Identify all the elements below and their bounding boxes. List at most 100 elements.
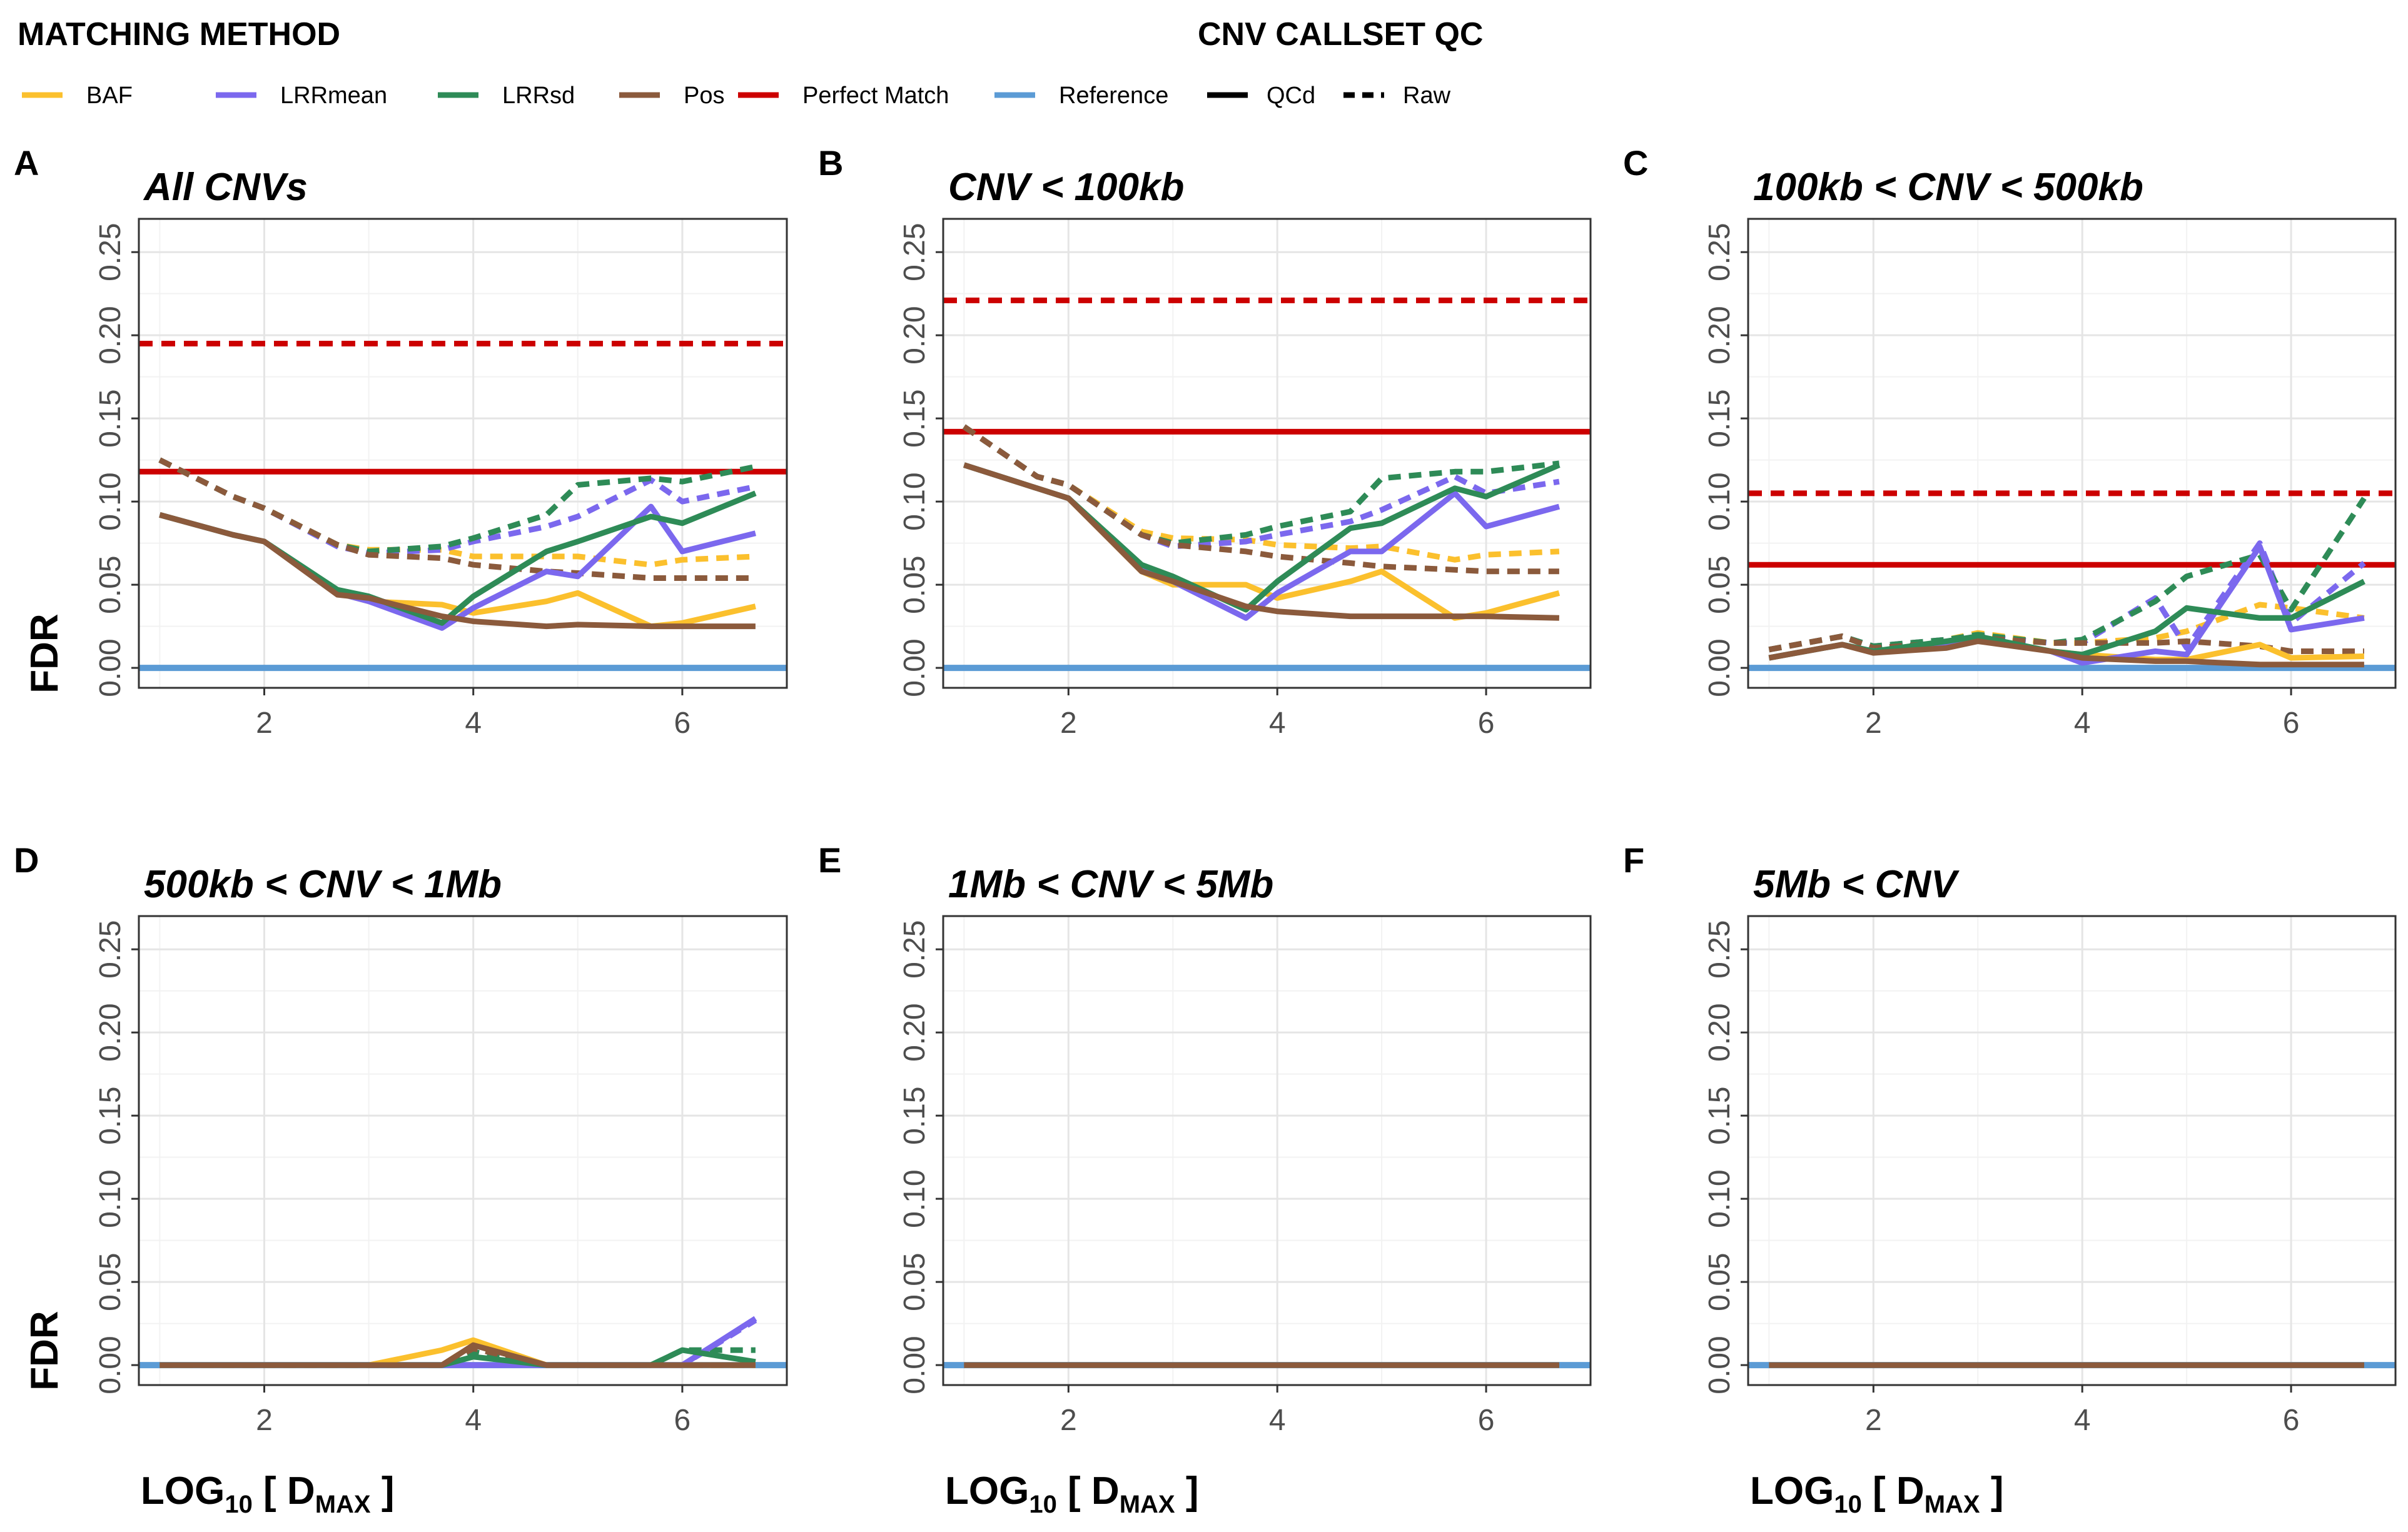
panel-border <box>1747 218 2397 689</box>
panel-f: F 5Mb < CNV 0.00 0.05 0.10 0.15 0.20 0.25 2 4 6 LOG… <box>1623 840 2397 1518</box>
x-axis-label-part: 10 <box>1834 1491 1862 1518</box>
y-tick-label: 0.00 <box>1703 1336 1736 1394</box>
legend-label-reference: Reference <box>1059 83 1168 109</box>
x-tick-label: 4 <box>1269 1404 1286 1437</box>
plot-area <box>139 340 787 672</box>
x-axis-label-part: LOG <box>1750 1469 1834 1513</box>
legend-label-lrrsd: LRRsd <box>502 83 575 109</box>
y-tick-label: 0.25 <box>1703 223 1736 281</box>
plot-area <box>139 1316 787 1369</box>
panel-letter: A <box>14 143 39 183</box>
y-tick-label: 0.00 <box>898 1336 931 1394</box>
grid <box>139 219 787 688</box>
x-axis-label-part: 10 <box>225 1491 253 1518</box>
y-tick-label: 0.05 <box>94 555 127 613</box>
grid <box>943 219 1591 688</box>
grid <box>1748 916 2395 1385</box>
y-tick-label: 0.05 <box>94 1252 127 1311</box>
y-tick-label: 0.05 <box>1703 1252 1736 1311</box>
y-tick-label: 0.15 <box>1703 1086 1736 1144</box>
x-tick-label: 6 <box>2283 707 2300 740</box>
panel-border <box>138 915 788 1386</box>
x-tick-label: 6 <box>674 1404 691 1437</box>
panel-e: E 1Mb < CNV < 5Mb 0.00 0.05 0.10 0.15 0.20 0.25… <box>818 840 1592 1518</box>
y-tick-label: 0.00 <box>94 638 127 697</box>
panel-border <box>942 218 1592 689</box>
series-line-pos-qcd <box>159 512 756 630</box>
panel-letter: D <box>14 840 39 880</box>
y-tick-label: 0.00 <box>94 1336 127 1394</box>
plot-area <box>1748 490 2395 672</box>
y-tick-label: 0.20 <box>1703 306 1736 364</box>
x-tick-label: 6 <box>2283 1404 2300 1437</box>
series-line-baf-raw <box>158 457 756 568</box>
y-tick-label: 0.05 <box>1703 555 1736 613</box>
x-tick-label: 6 <box>1478 1404 1495 1437</box>
y-tick-label: 0.05 <box>898 1252 931 1311</box>
y-tick-label: 0.20 <box>94 1003 127 1061</box>
panel-letter: F <box>1623 840 1644 880</box>
x-tick-label: 4 <box>2074 707 2091 740</box>
y-tick-label: 0.10 <box>898 472 931 530</box>
panel-title: CNV < 100kb <box>948 166 1184 209</box>
x-tick-label: 4 <box>2074 1404 2091 1437</box>
x-tick-label: 6 <box>1478 707 1495 740</box>
grid <box>943 916 1591 1385</box>
panel-title: 1Mb < CNV < 5Mb <box>948 863 1273 906</box>
panel-letter: C <box>1623 143 1648 183</box>
legend-label-lrrmean: LRRmean <box>280 83 387 109</box>
x-axis-label: LOG10 [ DMAX ] <box>141 1469 394 1518</box>
legend-title-qc: CNV CALLSET QC <box>1198 16 1483 53</box>
y-tick-label: 0.25 <box>94 223 127 281</box>
y-tick-label: 0.25 <box>898 920 931 978</box>
series-line-pos-qcd <box>159 1342 756 1368</box>
x-tick-label: 4 <box>1269 707 1286 740</box>
x-axis-label-part: 10 <box>1029 1491 1057 1518</box>
y-axis-label: FDR <box>23 1311 66 1390</box>
series-line-pos-qcd <box>963 462 1560 621</box>
y-tick-label: 0.00 <box>898 638 931 697</box>
series-line-pos-raw <box>962 424 1559 575</box>
panel-a: A All CNVs 0.00 0.05 0.10 0.15 0.20 0.25 2 4 6 FDR <box>14 143 788 740</box>
x-tick-label: 4 <box>465 707 482 740</box>
x-axis-label-part: LOG <box>141 1469 225 1513</box>
panel-title: 500kb < CNV < 1Mb <box>144 863 502 906</box>
x-axis-label-part: MAX <box>1925 1491 1980 1518</box>
y-tick-label: 0.15 <box>898 389 931 447</box>
y-tick-label: 0.20 <box>898 1003 931 1061</box>
legend: MATCHING METHOD CNV CALLSET QC BAF LRRmea… <box>18 16 1483 109</box>
y-tick-label: 0.25 <box>94 920 127 978</box>
x-tick-label: 6 <box>674 707 691 740</box>
series-line-lrrsd-qcd <box>159 490 757 626</box>
y-tick-label: 0.00 <box>1703 638 1736 697</box>
y-tick-label: 0.25 <box>1703 920 1736 978</box>
y-tick-label: 0.10 <box>94 472 127 530</box>
panel-d: D 500kb < CNV < 1Mb 0.00 0.05 0.10 0.15 0.20 0.… <box>14 840 788 1518</box>
panel-title: 5Mb < CNV <box>1753 863 1960 906</box>
x-axis-label-part: ] <box>1175 1469 1199 1513</box>
x-tick-label: 2 <box>256 707 273 740</box>
x-tick-label: 2 <box>1060 1404 1077 1437</box>
x-tick-label: 2 <box>1060 707 1077 740</box>
panel-border <box>942 915 1592 1386</box>
panel-border <box>138 218 788 689</box>
y-tick-label: 0.25 <box>898 223 931 281</box>
series-line-lrrmean-raw <box>1768 540 2366 653</box>
x-axis-label-part: MAX <box>315 1491 371 1518</box>
panel-c: C 100kb < CNV < 500kb 0.00 0.05 0.10 0.15 0.20… <box>1623 143 2397 740</box>
y-tick-label: 0.15 <box>898 1086 931 1144</box>
series-line-lrrsd-raw <box>962 424 1560 547</box>
panel-b: B CNV < 100kb 0.00 0.05 0.10 0.15 0.20 0.25 2 4 6 <box>818 143 1592 740</box>
y-tick-label: 0.10 <box>1703 1169 1736 1227</box>
x-axis-label-part: [ D <box>1862 1469 1925 1513</box>
x-axis-label: LOG10 [ DMAX ] <box>1750 1469 2003 1518</box>
x-axis-label-part: MAX <box>1120 1491 1175 1518</box>
grid <box>1748 219 2395 688</box>
plot-area <box>943 297 1591 672</box>
y-tick-label: 0.20 <box>898 306 931 364</box>
series-line-pos-qcd <box>1768 638 2364 668</box>
y-tick-label: 0.20 <box>1703 1003 1736 1061</box>
y-tick-label: 0.10 <box>94 1169 127 1227</box>
panel-border <box>1747 915 2397 1386</box>
